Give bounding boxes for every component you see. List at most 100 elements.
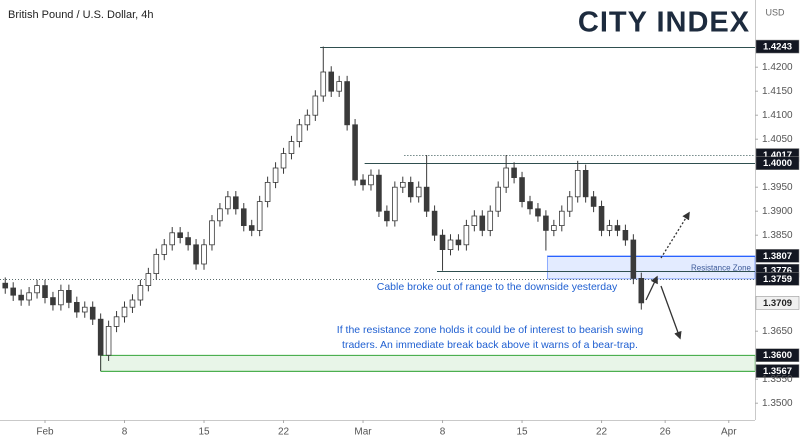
x-tick-label: 15 [516,427,528,438]
x-tick-label: 15 [198,427,210,438]
candles [2,46,645,372]
candle-body [161,244,168,255]
candle-body [105,325,112,356]
candle-body [248,225,255,231]
price-label-box [755,39,800,54]
candle-body [256,201,263,231]
candle-body [566,196,573,212]
candle-body [551,225,557,231]
candle-body [622,229,629,241]
price-label: 1.4017 [763,150,792,161]
currency: USD [765,7,785,17]
zone [100,354,756,372]
candle-body [447,239,454,251]
candle-body [34,285,40,294]
price-label: 1.3807 [763,251,792,262]
candle-body [50,297,56,306]
candle-body [439,234,446,250]
zone-label: Resistance Zone [691,263,752,272]
candle-body [240,208,247,227]
candle-body [66,289,72,303]
candle-body [74,301,80,313]
price-label: 1.3759 [763,274,792,285]
y-tick-label: 1.3950 [762,182,793,193]
candle-body [320,71,327,97]
y-tick-label: 1.3500 [762,398,793,409]
logo: CITY INDEX [578,7,750,39]
candle-body [58,289,64,306]
y-tick-label: 1.3550 [762,374,793,385]
candle-body [415,186,422,198]
x-tick-label: Apr [721,427,737,438]
zones: Resistance Zone [100,255,756,372]
arrow [645,275,658,301]
candle-body [185,237,191,246]
candle-body [336,81,342,92]
price-label: 1.3600 [763,350,792,361]
x-tick-label: 22 [278,427,290,438]
y-tick-label: 1.4050 [762,134,793,145]
candle-body [193,244,199,265]
candle-body [511,167,517,179]
candle-body [431,210,438,236]
candle-body [169,232,175,246]
candle-body [328,71,335,92]
candle-body [113,316,120,327]
candle-body [272,167,279,183]
price-label: 1.3776 [763,266,792,277]
x-tick-label: 8 [440,427,446,438]
x-tick-label: 8 [122,427,128,438]
candle-body [559,210,565,226]
candle-body [2,282,9,289]
y-tick-label: 1.4200 [762,62,793,73]
price-label-box [755,348,800,362]
price-label-box [755,156,800,170]
candle-body [376,174,382,212]
candle-body [582,169,589,198]
candle-body [225,196,231,210]
candle-body [137,285,144,301]
x-tick-label: Feb [36,427,54,438]
candle-body [614,225,621,231]
candle-body [606,225,613,231]
candle-body [479,215,486,231]
candle-body [407,181,414,198]
candle-body [535,208,541,217]
candle-body [527,201,533,210]
candle-body [392,186,398,222]
y-tick-label: 1.4150 [762,86,793,97]
candle-body [42,285,48,299]
candle-body [368,174,374,186]
candle-body [471,215,478,227]
candle-body [121,306,128,318]
y-tick-label: 1.3850 [762,230,793,241]
candle-body [304,114,311,126]
candle-body [209,220,215,246]
candle-body [280,153,287,169]
candle-body [384,210,390,222]
candle-body [598,205,605,231]
candle-body [519,177,525,203]
candle-body [360,179,366,186]
x-tick-label: Mar [354,427,372,438]
annotation: Cable broke out of range to the downside… [377,281,618,293]
y-tick-label: 1.3650 [762,326,793,337]
x-tick-label: 22 [596,427,608,438]
price-label: 1.3567 [763,366,792,377]
x-tick-label: 26 [660,427,672,438]
candle-body [312,95,319,116]
candle-body [487,210,494,231]
candle-body [129,299,136,308]
arrow [660,285,682,340]
price-label: 1.4243 [763,42,792,53]
candle-body [296,124,303,143]
price-label-box [755,296,800,310]
candle-body [463,225,470,246]
price-label-box [755,272,800,286]
candle-body [638,277,645,304]
candle-body [399,181,406,188]
candle-body [201,244,207,265]
annotation: traders. An immediate break back above i… [342,339,638,351]
